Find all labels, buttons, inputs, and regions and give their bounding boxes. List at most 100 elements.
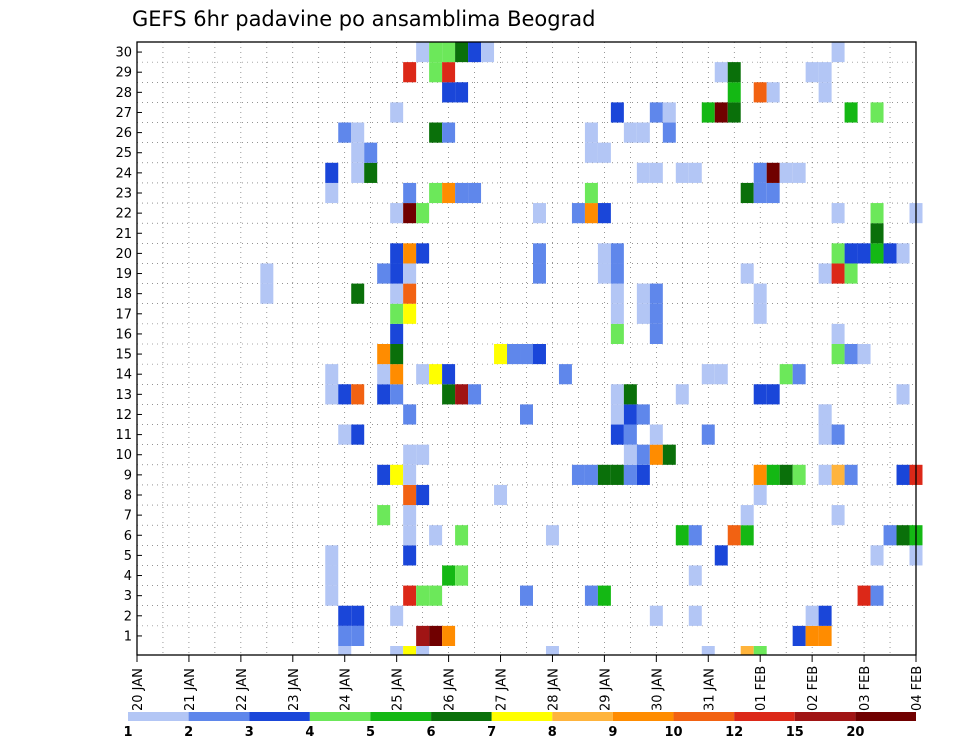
heatmap-cell xyxy=(883,243,897,264)
heatmap-cell xyxy=(831,203,845,224)
y-tick-label: 3 xyxy=(124,589,132,604)
heatmap-cell xyxy=(818,62,832,83)
y-tick-label: 18 xyxy=(115,287,132,302)
heatmap-cell xyxy=(610,243,624,264)
x-tick-label: 03 FEB xyxy=(858,666,873,711)
heatmap-cell xyxy=(701,102,715,123)
heatmap-cell xyxy=(377,505,391,526)
heatmap-cell xyxy=(455,525,469,546)
heatmap-cell xyxy=(364,162,378,183)
heatmap-cell xyxy=(675,162,689,183)
heatmap-cell xyxy=(662,122,676,143)
heatmap-cell xyxy=(325,182,339,204)
heatmap-cell xyxy=(351,384,365,405)
colorbar-swatch xyxy=(734,712,795,721)
y-tick-label: 13 xyxy=(115,388,132,403)
plot-frame xyxy=(136,41,917,656)
heatmap-cell xyxy=(857,344,871,365)
heatmap-cell xyxy=(403,263,417,284)
heatmap-cell xyxy=(442,384,456,405)
heatmap-cell xyxy=(442,182,456,204)
bottom-strip-cell xyxy=(545,646,559,655)
heatmap-cell xyxy=(649,162,663,183)
heatmap-cell xyxy=(351,283,365,304)
heatmap-cell xyxy=(532,263,546,284)
heatmap-cell xyxy=(390,303,404,324)
heatmap-cell xyxy=(403,464,417,485)
heatmap-cell xyxy=(338,605,352,626)
heatmap-cell xyxy=(325,384,339,405)
y-tick-label: 12 xyxy=(115,408,132,423)
heatmap-cell xyxy=(532,203,546,224)
heatmap-cell xyxy=(649,444,663,465)
y-tick-label: 11 xyxy=(115,428,132,443)
colorbar-label: 3 xyxy=(245,725,254,740)
colorbar-swatch xyxy=(794,712,856,721)
heatmap-cell xyxy=(792,162,806,183)
heatmap-cell xyxy=(649,303,663,324)
heatmap-cell xyxy=(351,625,365,646)
x-tick-label: 23 JAN xyxy=(287,668,302,711)
heatmap-cell xyxy=(584,182,598,204)
heatmap-cell xyxy=(468,42,482,63)
heatmap-cell xyxy=(325,585,339,606)
heatmap-cell xyxy=(753,283,767,304)
heatmap-cell xyxy=(844,263,858,284)
colorbar: 1 2 3 4 5 6 7 8 9 10 12 15 20 xyxy=(123,712,916,740)
heatmap-cell xyxy=(753,162,767,183)
x-tick-label: 29 JAN xyxy=(598,668,613,711)
heatmap-cell xyxy=(558,364,572,385)
heatmap-cell xyxy=(429,182,443,204)
heatmap-cell xyxy=(870,243,884,264)
heatmap-cells xyxy=(260,42,923,655)
colorbar-swatch xyxy=(612,712,674,721)
y-tick-label: 15 xyxy=(115,348,132,363)
heatmap-cell xyxy=(727,525,741,546)
bottom-strip-cell xyxy=(753,646,767,655)
heatmap-cell xyxy=(403,525,417,546)
heatmap-cell xyxy=(325,364,339,385)
heatmap-cell xyxy=(623,384,637,405)
heatmap-cell xyxy=(675,384,689,405)
heatmap-cell xyxy=(792,464,806,485)
y-tick-label: 19 xyxy=(115,267,132,282)
heatmap-cell xyxy=(429,122,443,143)
heatmap-cell xyxy=(636,404,650,425)
bottom-strip-cell xyxy=(740,646,754,655)
heatmap-cell xyxy=(662,444,676,465)
colorbar-swatch xyxy=(249,712,310,721)
heatmap-cell xyxy=(429,62,443,83)
heatmap-cell xyxy=(390,464,404,485)
heatmap-cell xyxy=(779,162,793,183)
heatmap-cell xyxy=(649,605,663,626)
heatmap-cell xyxy=(805,605,819,626)
heatmap-cell xyxy=(403,585,417,606)
heatmap-cell xyxy=(831,323,845,344)
heatmap-cell xyxy=(338,384,352,405)
y-tick-label: 27 xyxy=(115,106,132,121)
heatmap-cell xyxy=(455,82,469,103)
heatmap-cell xyxy=(896,243,910,264)
heatmap-cell xyxy=(649,424,663,445)
heatmap-cell xyxy=(753,384,767,405)
x-tick-label: 27 JAN xyxy=(495,668,510,711)
heatmap-cell xyxy=(416,625,430,646)
heatmap-cell xyxy=(753,182,767,204)
heatmap-cell xyxy=(429,42,443,63)
heatmap-cell xyxy=(649,283,663,304)
x-tick-label: 20 JAN xyxy=(131,668,146,711)
heatmap-cell xyxy=(468,384,482,405)
colorbar-label: 20 xyxy=(846,725,864,740)
colorbar-swatch xyxy=(552,712,613,721)
heatmap-cell xyxy=(831,42,845,63)
heatmap-cell xyxy=(377,384,391,405)
heatmap-cell xyxy=(584,203,598,224)
heatmap-cell xyxy=(701,424,715,445)
y-tick-label: 5 xyxy=(124,549,132,564)
heatmap-cell xyxy=(831,424,845,445)
heatmap-cell xyxy=(597,142,611,163)
heatmap-cell xyxy=(403,484,417,506)
x-tick-label: 25 JAN xyxy=(391,668,406,711)
heatmap-cell xyxy=(610,464,624,485)
heatmap-cell xyxy=(623,424,637,445)
